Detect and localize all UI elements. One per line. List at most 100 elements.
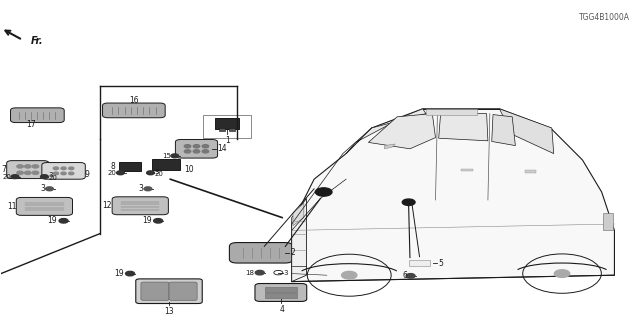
Circle shape [147,171,154,175]
Text: 11: 11 [7,202,16,211]
Text: 5: 5 [438,259,443,268]
Bar [525,170,536,173]
Text: 3: 3 [48,172,52,178]
Text: 13: 13 [164,307,174,316]
Text: 6: 6 [403,271,408,280]
Text: 2: 2 [290,248,295,257]
Bar [203,115,252,138]
Bar [219,128,225,131]
Bar [461,169,472,171]
Bar [265,287,297,292]
Circle shape [144,187,152,191]
Circle shape [184,150,191,153]
Circle shape [61,167,66,170]
FancyBboxPatch shape [42,163,85,179]
FancyBboxPatch shape [175,140,218,158]
Text: 3: 3 [284,270,288,276]
Text: 8: 8 [111,162,115,171]
Circle shape [61,172,66,175]
Text: 16: 16 [129,96,139,105]
Circle shape [193,150,200,153]
Bar [152,159,180,170]
Bar [426,109,477,115]
Circle shape [125,271,134,276]
Circle shape [68,172,74,175]
FancyBboxPatch shape [169,282,197,300]
Bar [215,118,239,129]
Polygon shape [293,203,304,226]
Polygon shape [369,114,435,149]
Text: 3: 3 [154,169,159,174]
FancyBboxPatch shape [112,197,168,215]
Text: 15: 15 [162,153,171,159]
Bar [603,213,613,230]
FancyBboxPatch shape [141,282,169,300]
Circle shape [342,271,357,279]
FancyBboxPatch shape [6,161,49,179]
Text: 9: 9 [84,170,89,179]
Circle shape [11,175,19,179]
Polygon shape [492,115,515,146]
Text: 18: 18 [245,270,254,276]
Text: 19: 19 [114,269,124,278]
Text: 10: 10 [184,165,193,174]
Text: 20: 20 [154,172,163,177]
Text: 19: 19 [142,216,152,225]
Circle shape [316,188,332,196]
Text: 20: 20 [3,174,11,180]
Circle shape [154,219,163,223]
Text: 20: 20 [107,170,116,176]
Text: 7: 7 [2,165,6,174]
Text: 3: 3 [41,184,45,193]
Bar [119,162,141,171]
FancyBboxPatch shape [16,197,72,215]
Circle shape [193,145,200,148]
Text: 3: 3 [138,184,143,193]
Text: 19: 19 [47,216,57,225]
Circle shape [17,165,23,168]
Text: TGG4B1000A: TGG4B1000A [579,13,630,22]
Text: 17: 17 [26,120,36,129]
Polygon shape [346,109,426,154]
Polygon shape [438,114,488,141]
Circle shape [554,270,570,277]
Text: 14: 14 [218,144,227,153]
Circle shape [184,145,191,148]
Text: 20: 20 [48,175,57,181]
Polygon shape [499,109,554,154]
Text: Fr.: Fr. [30,36,43,46]
Text: 1: 1 [225,136,230,145]
Circle shape [32,165,38,168]
Bar [229,128,236,131]
Polygon shape [292,198,307,282]
Circle shape [45,187,53,191]
Circle shape [68,167,74,170]
Circle shape [171,154,179,158]
Circle shape [24,165,31,168]
Text: 12: 12 [102,201,112,210]
Bar [265,293,297,298]
Circle shape [202,150,209,153]
Circle shape [53,172,58,175]
Circle shape [116,171,124,175]
Bar [410,260,429,266]
Circle shape [32,171,38,174]
Circle shape [406,274,415,278]
Text: 4: 4 [280,305,285,314]
FancyBboxPatch shape [10,108,64,123]
Circle shape [403,199,415,205]
FancyBboxPatch shape [229,243,292,263]
Circle shape [40,175,48,179]
FancyBboxPatch shape [136,279,202,303]
Circle shape [53,167,58,170]
Polygon shape [385,144,396,149]
FancyBboxPatch shape [255,284,307,301]
Circle shape [255,270,264,275]
Circle shape [24,171,31,174]
Circle shape [202,145,209,148]
Circle shape [17,171,23,174]
Circle shape [59,219,68,223]
FancyBboxPatch shape [102,103,165,118]
Polygon shape [292,109,614,282]
FancyBboxPatch shape [401,256,438,270]
